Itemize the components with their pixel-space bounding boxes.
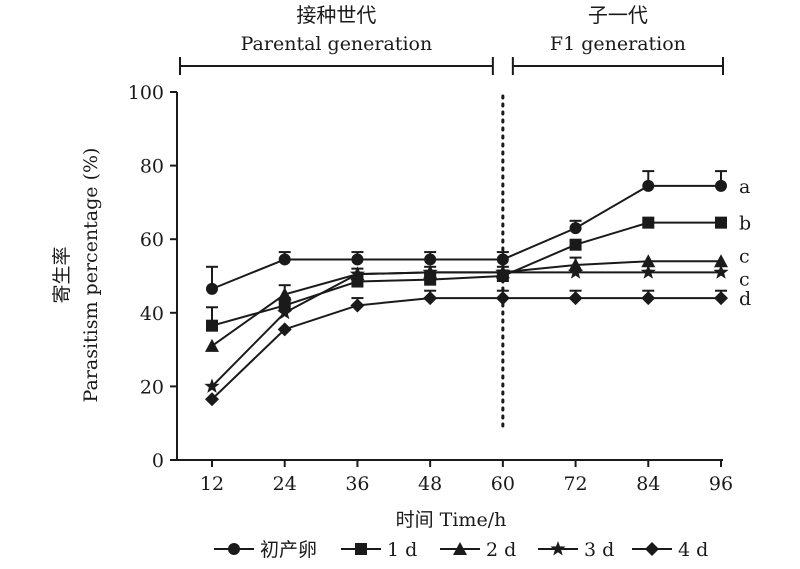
x-tick-label: 48 — [418, 473, 442, 495]
data-point — [424, 253, 437, 266]
legend-item: 4 d — [632, 539, 708, 561]
legend-label: 4 d — [678, 539, 708, 561]
data-point — [206, 319, 218, 332]
series-line — [211, 184, 721, 290]
period-title-cn: 子一代 — [588, 3, 648, 27]
axes: 0 20 40 60 80 100 12 24 36 48 60 72 84 96 — [128, 82, 733, 495]
data-point — [641, 291, 656, 306]
significance-letter: b — [739, 213, 751, 235]
legend-item: 初产卵 — [214, 539, 317, 561]
data-point — [495, 264, 511, 279]
data-point — [713, 264, 729, 279]
data-point — [642, 179, 655, 192]
data-point — [496, 253, 509, 266]
x-axis-label: 时间 Time/h — [396, 509, 507, 531]
data-point — [422, 264, 438, 279]
data-point — [642, 216, 655, 229]
period-headers: 接种世代 Parental generation 子一代 F1 generation — [179, 3, 724, 75]
y-axis-label: Parasitism percentage (%) — [80, 148, 102, 403]
data-point — [714, 254, 728, 268]
data-point — [569, 238, 582, 251]
series-line — [211, 221, 721, 327]
legend-marker — [550, 541, 566, 556]
significance-letter: d — [739, 288, 751, 310]
period-title-en: F1 generation — [550, 33, 686, 55]
significance-letter: c — [739, 268, 750, 290]
y-tick-label: 40 — [140, 303, 164, 325]
x-tick-label: 72 — [563, 473, 587, 495]
y-tick-label: 20 — [140, 376, 164, 398]
data-point — [567, 264, 584, 279]
period-title-cn: 接种世代 — [296, 3, 376, 27]
series-3: c — [204, 264, 750, 393]
x-tick-label: 84 — [636, 473, 660, 495]
series-0: a — [206, 170, 750, 295]
legend-marker — [645, 542, 659, 556]
legend-item: 3 d — [538, 539, 614, 561]
data-point — [640, 264, 656, 279]
series-4: d — [205, 288, 751, 407]
data-point — [495, 291, 510, 306]
significance-letter: c — [739, 245, 750, 267]
y-tick-label: 80 — [140, 156, 164, 178]
significance-letter: a — [739, 176, 750, 198]
legend-item: 1 d — [341, 539, 417, 561]
y-tick-label: 60 — [140, 229, 164, 251]
data-point — [641, 254, 656, 268]
data-point — [351, 253, 364, 266]
series-line — [211, 297, 721, 401]
legend-label: 初产卵 — [260, 539, 317, 561]
data-point — [278, 253, 291, 266]
legend-marker — [453, 542, 467, 555]
data-point — [277, 287, 292, 301]
data-point — [568, 291, 583, 306]
data-point — [206, 282, 218, 295]
x-tick-label: 96 — [709, 473, 733, 495]
x-tick-label: 60 — [491, 473, 515, 495]
data-point — [350, 298, 365, 313]
y-tick-label: 100 — [128, 82, 164, 104]
data-point — [277, 304, 293, 320]
data-point — [205, 338, 219, 352]
legend-item: 2 d — [440, 539, 516, 561]
x-tick-label: 24 — [273, 473, 297, 495]
legend-marker — [355, 543, 367, 555]
data-point — [349, 266, 366, 281]
data-point — [204, 378, 220, 393]
legend-label: 1 d — [387, 539, 417, 561]
data-point — [569, 222, 582, 235]
x-tick-label: 12 — [200, 473, 224, 495]
data-point — [277, 322, 292, 337]
data-point — [205, 392, 219, 407]
y-axis-label-cn: 寄生率 — [51, 246, 73, 303]
series-line — [211, 271, 721, 388]
data-point — [423, 291, 438, 306]
data-point — [714, 291, 728, 306]
legend: 初产卵 1 d 2 d 3 d 4 d — [214, 539, 708, 561]
data-point — [715, 216, 727, 229]
period-title-en: Parental generation — [241, 33, 433, 55]
legend-marker — [228, 543, 240, 555]
data-point — [715, 179, 727, 192]
legend-label: 3 d — [584, 539, 614, 561]
x-tick-label: 36 — [345, 473, 369, 495]
y-tick-label: 0 — [152, 450, 164, 472]
legend-label: 2 d — [486, 539, 516, 561]
